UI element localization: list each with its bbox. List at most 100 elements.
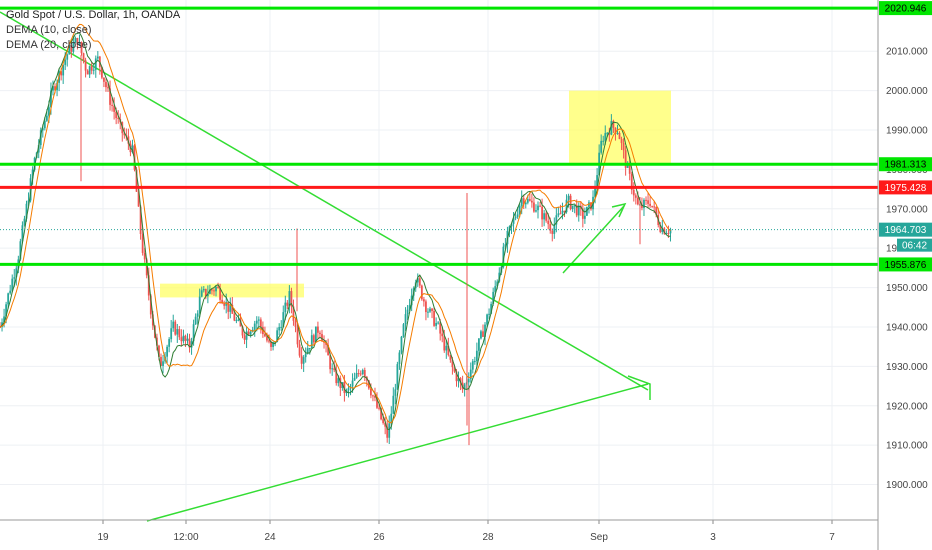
candle-body	[13, 277, 16, 279]
candle-body	[616, 132, 619, 134]
candle-body	[549, 224, 552, 231]
candle-body	[596, 175, 599, 189]
candle-body	[92, 69, 95, 71]
candle-body	[608, 132, 611, 135]
candle-body	[15, 268, 18, 278]
candle-body	[600, 140, 603, 153]
candle-body	[557, 213, 560, 216]
candle-body	[255, 320, 258, 324]
candle-body	[496, 281, 499, 287]
candle-body	[127, 136, 130, 144]
candle-body	[274, 342, 277, 344]
candle-body	[351, 380, 354, 387]
candle-body	[21, 225, 24, 242]
candle-body	[292, 306, 295, 321]
candle-body	[528, 199, 531, 201]
candle-body	[494, 286, 497, 292]
candle-body	[172, 321, 175, 329]
candle-body	[90, 66, 93, 71]
candle-body	[135, 169, 138, 192]
candle-body	[632, 189, 635, 196]
candle-body	[264, 334, 266, 337]
candle-body	[317, 326, 319, 333]
candle-body	[594, 188, 596, 197]
candle-body	[451, 359, 454, 368]
candle-body	[665, 233, 668, 235]
indicator-dema-20[interactable]: DEMA (20, close)	[6, 39, 92, 51]
candle-body	[606, 132, 609, 134]
candle-body	[225, 301, 228, 306]
candle-body	[314, 326, 317, 343]
candle-body	[9, 290, 12, 294]
candle-body	[353, 377, 356, 381]
candle-body	[490, 303, 493, 314]
candle-body	[602, 140, 605, 142]
candle-body	[290, 291, 293, 307]
candle-body	[52, 86, 54, 91]
y-tick-label: 1990.000	[886, 126, 928, 137]
consolidation-zone	[160, 283, 304, 298]
candle-body	[518, 205, 521, 215]
candle-body	[300, 355, 303, 364]
candle-body	[68, 45, 71, 55]
candle-body	[308, 348, 311, 350]
candle-body	[294, 320, 297, 327]
candle-body	[530, 200, 533, 203]
candle-body	[247, 331, 250, 335]
candle-body	[217, 287, 219, 289]
candle-body	[180, 337, 183, 342]
candle-body	[168, 339, 171, 347]
dema-20-line	[0, 23, 671, 424]
candle-body	[369, 388, 372, 396]
candle-body	[516, 214, 519, 217]
chart-legend: Gold Spot / U.S. Dollar, 1h, OANDA DEMA …	[6, 8, 180, 53]
x-tick-label: 28	[482, 532, 494, 543]
indicator-dema-10[interactable]: DEMA (10, close)	[6, 24, 92, 36]
candle-body	[374, 395, 376, 398]
candle-body	[363, 370, 366, 377]
candle-body	[115, 111, 118, 119]
level-tag-label: 1975.428	[885, 183, 927, 194]
candle-body	[545, 213, 548, 221]
candle-body	[361, 370, 364, 375]
candle-body	[647, 200, 649, 204]
candle-body	[243, 335, 246, 340]
trendlines	[0, 11, 651, 522]
top-zone	[569, 90, 671, 165]
candle-body	[533, 202, 535, 212]
candle-body	[176, 329, 179, 335]
candle-body	[390, 413, 393, 424]
candle-body	[194, 316, 197, 325]
candle-body	[162, 361, 164, 366]
candle-body	[62, 64, 65, 76]
candle-body	[439, 322, 442, 334]
candle-body	[202, 289, 205, 291]
candle-body	[486, 314, 488, 325]
candle-body	[541, 206, 543, 220]
candle-body	[429, 308, 431, 312]
candle-body	[431, 308, 433, 311]
candle-body	[41, 128, 44, 131]
candle-body	[304, 353, 307, 358]
candle-body	[64, 59, 67, 65]
candle-body	[302, 357, 305, 364]
candle-body	[478, 338, 480, 351]
candle-body	[626, 165, 629, 168]
candle-body	[151, 314, 154, 326]
candle-body	[641, 204, 643, 208]
candle-body	[145, 259, 148, 276]
candle-body	[50, 90, 52, 108]
moving-averages	[0, 23, 671, 431]
candle-body	[559, 213, 562, 215]
candle-body	[651, 205, 654, 207]
candle-body	[23, 218, 26, 226]
candle-body	[339, 378, 342, 389]
candle-body	[488, 313, 490, 315]
candle-body	[74, 37, 77, 43]
candle-body	[396, 364, 399, 390]
candle-body	[547, 220, 550, 225]
candle-body	[504, 244, 507, 247]
candle-body	[425, 301, 427, 313]
